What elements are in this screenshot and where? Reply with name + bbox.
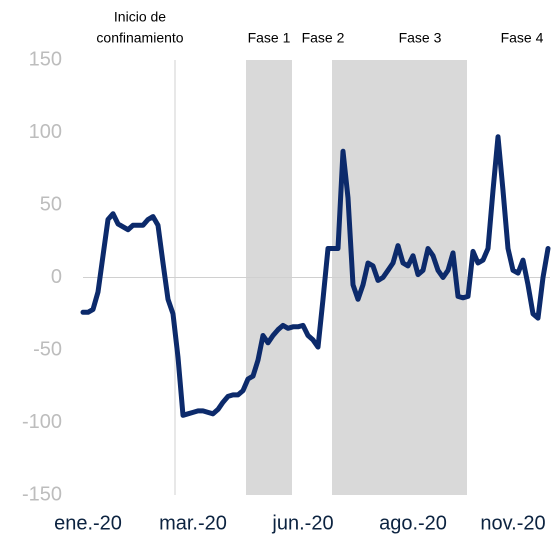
y-tick-label: 50 bbox=[40, 193, 62, 215]
data-line bbox=[80, 134, 551, 418]
phase-label: Fase 3 bbox=[399, 30, 442, 46]
x-tick-label: nov.-20 bbox=[480, 512, 545, 534]
y-tick-label: -150 bbox=[22, 483, 62, 505]
y-tick-label: -50 bbox=[33, 338, 62, 360]
y-tick-label: 0 bbox=[51, 266, 62, 288]
x-tick-label: jun.-20 bbox=[271, 512, 333, 534]
marker-label: Inicio de bbox=[114, 9, 166, 25]
y-tick-label: 100 bbox=[29, 121, 62, 143]
x-tick-label: ene.-20 bbox=[54, 512, 122, 534]
phase-label: Fase 4 bbox=[501, 30, 544, 46]
x-tick-label: ago.-20 bbox=[379, 512, 447, 534]
phase-label: Fase 2 bbox=[302, 30, 345, 46]
phase-label: Fase 1 bbox=[248, 30, 291, 46]
x-tick-label: mar.-20 bbox=[159, 512, 227, 534]
y-tick-label: -100 bbox=[22, 411, 62, 433]
y-tick-label: 150 bbox=[29, 48, 62, 70]
marker-label: confinamiento bbox=[96, 30, 183, 46]
